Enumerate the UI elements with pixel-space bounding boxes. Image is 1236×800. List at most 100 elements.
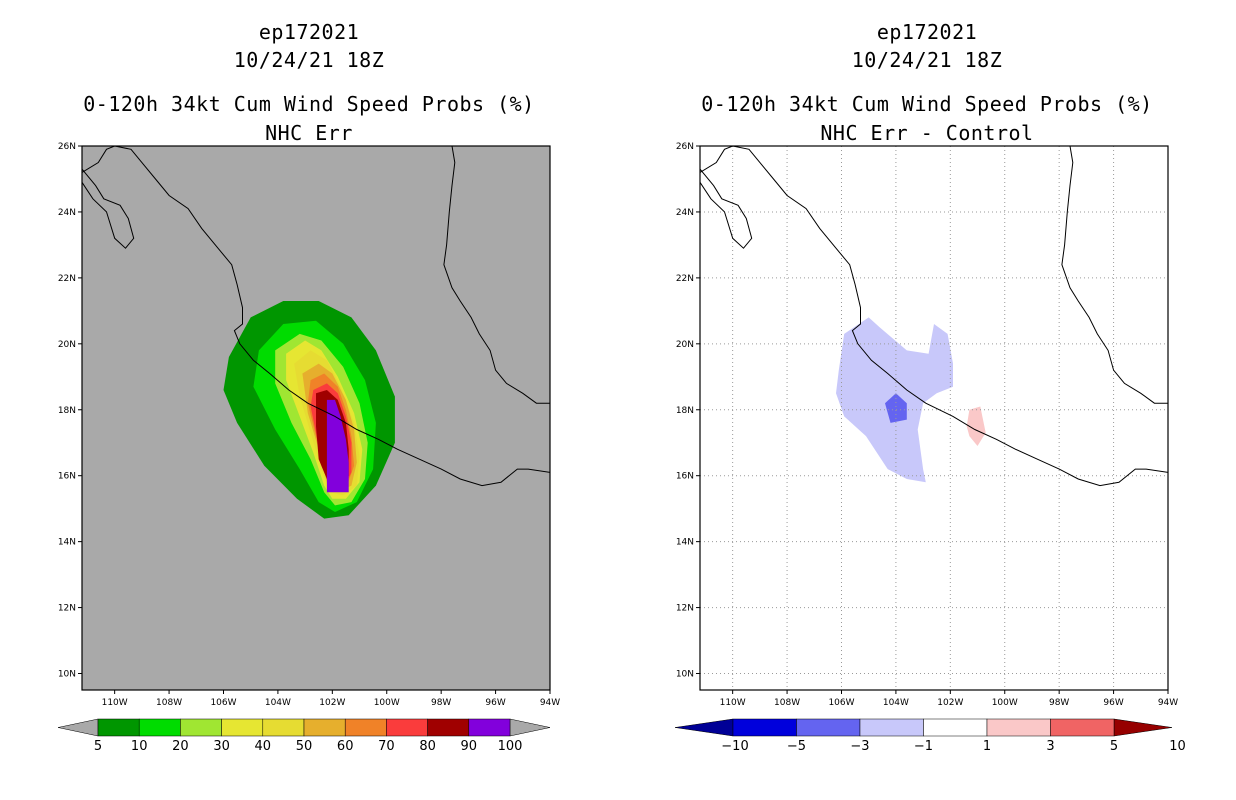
colorbar-segment: [1050, 718, 1115, 737]
colorbar-label: 5: [94, 739, 102, 754]
colorbar-segment: [427, 718, 470, 737]
x-tick-label: 102W: [937, 698, 963, 708]
y-tick-label: 12N: [676, 604, 694, 614]
right-panel: ep172021 10/24/21 18Z 0-120h 34kt Cum Wi…: [618, 0, 1236, 800]
colorbar-segment: [303, 718, 346, 737]
colorbar-label: 30: [213, 739, 230, 754]
colorbar-segment: [923, 718, 988, 737]
contour-1: [966, 406, 986, 446]
colorbar-segment: [986, 718, 1051, 737]
colorbar-segment: [468, 718, 511, 737]
colorbar-label: 20: [172, 739, 189, 754]
pacific-coastline: [82, 146, 550, 487]
y-tick-label: 22N: [58, 274, 76, 284]
plot-frame: [81, 145, 551, 691]
y-tick-label: 14N: [676, 538, 694, 548]
colorbar-label: 5: [1110, 739, 1118, 754]
x-tick-label: 96W: [485, 698, 505, 708]
colorbar-label: 50: [296, 739, 313, 754]
colorbar-label: 70: [378, 739, 395, 754]
colorbar-extend-low: [674, 718, 734, 737]
forecast-date: 10/24/21 18Z: [233, 48, 385, 72]
difference-map: 110W 108W 106W 104W 102W 100W 98W 96W 94W 10N 12N 1…: [674, 142, 1186, 754]
chart-subtitle: NHC Err: [265, 121, 353, 145]
colorbar-label: −5: [787, 739, 806, 754]
colorbar-segment: [221, 718, 264, 737]
x-tick-label: 98W: [431, 698, 451, 708]
storm-id: ep172021: [258, 20, 360, 44]
plot-area: [700, 146, 1168, 690]
x-tick-label: 94W: [540, 698, 560, 708]
x-tick-label: 110W: [102, 698, 128, 708]
contour--3: [885, 393, 907, 423]
colorbar-segment: [97, 718, 140, 737]
x-tick-label: 110W: [720, 698, 746, 708]
colorbar-label: −1: [914, 739, 933, 754]
plot-area: [82, 146, 550, 519]
gulf-coastline: [443, 146, 550, 404]
plot-background: [700, 146, 1168, 690]
baja-coastline: [700, 168, 753, 249]
y-tick-label: 22N: [676, 274, 694, 284]
gulf-coastline: [1061, 146, 1168, 404]
x-tick-label: 104W: [883, 698, 909, 708]
x-tick-label: 108W: [774, 698, 800, 708]
left-panel: ep172021 10/24/21 18Z 0-120h 34kt Cum Wi…: [57, 20, 560, 754]
x-tick-label: 96W: [1103, 698, 1123, 708]
colorbar-segment: [262, 718, 305, 737]
forecast-date: 10/24/21 18Z: [851, 48, 1003, 72]
colorbar-label: 100: [498, 739, 523, 754]
y-tick-label: 18N: [676, 406, 694, 416]
y-tick-label: 26N: [58, 142, 76, 152]
colorbar-label: 3: [1046, 739, 1054, 754]
y-tick-label: 24N: [58, 208, 76, 218]
colorbar-label: −10: [721, 739, 748, 754]
colorbar-extend-high: [509, 718, 551, 737]
x-tick-label: 100W: [374, 698, 400, 708]
plot-frame: [699, 145, 1169, 691]
colorbar-label: 80: [419, 739, 436, 754]
x-tick-label: 98W: [1049, 698, 1069, 708]
colorbar-label: 10: [1169, 739, 1186, 754]
colorbar-label: 90: [461, 739, 478, 754]
y-tick-label: 20N: [676, 340, 694, 350]
x-tick-label: 100W: [992, 698, 1018, 708]
colorbar-label: 1: [983, 739, 991, 754]
x-tick-label: 94W: [1158, 698, 1178, 708]
x-tick-label: 104W: [265, 698, 291, 708]
y-tick-label: 10N: [676, 670, 694, 680]
x-tick-label: 106W: [210, 698, 236, 708]
y-tick-label: 12N: [58, 604, 76, 614]
y-tick-label: 16N: [676, 472, 694, 482]
x-tick-label: 102W: [319, 698, 345, 708]
chart-title: 0-120h 34kt Cum Wind Speed Probs (%): [83, 92, 535, 116]
y-tick-label: 10N: [58, 670, 76, 680]
colorbar-label: 40: [255, 739, 272, 754]
colorbar-segment: [344, 718, 387, 737]
colorbar-label: −3: [850, 739, 869, 754]
storm-id: ep172021: [876, 20, 978, 44]
colorbar-segment: [859, 718, 924, 737]
colorbar-segment: [732, 718, 797, 737]
y-tick-label: 18N: [58, 406, 76, 416]
colorbar-extend-high: [1113, 718, 1173, 737]
x-tick-label: 106W: [828, 698, 854, 708]
colorbar-label: 10: [131, 739, 148, 754]
colorbar-label: 60: [337, 739, 354, 754]
colorbar-segment: [796, 718, 861, 737]
probability-map: 110W 108W 106W 104W 102W 100W 98W 96W 94W 10N 12N 1…: [57, 142, 560, 754]
baja-coastline: [82, 168, 135, 249]
y-tick-label: 24N: [676, 208, 694, 218]
y-tick-label: 26N: [676, 142, 694, 152]
y-tick-label: 14N: [58, 538, 76, 548]
chart-subtitle: NHC Err - Control: [820, 121, 1034, 145]
chart-title: 0-120h 34kt Cum Wind Speed Probs (%): [701, 92, 1153, 116]
y-tick-label: 20N: [58, 340, 76, 350]
colorbar-extend-low: [57, 718, 99, 737]
pacific-coastline: [700, 146, 1168, 487]
contour-90: [326, 399, 349, 493]
y-tick-label: 16N: [58, 472, 76, 482]
colorbar-segment: [386, 718, 428, 737]
colorbar-segment: [180, 718, 222, 737]
colorbar-segment: [138, 718, 181, 737]
